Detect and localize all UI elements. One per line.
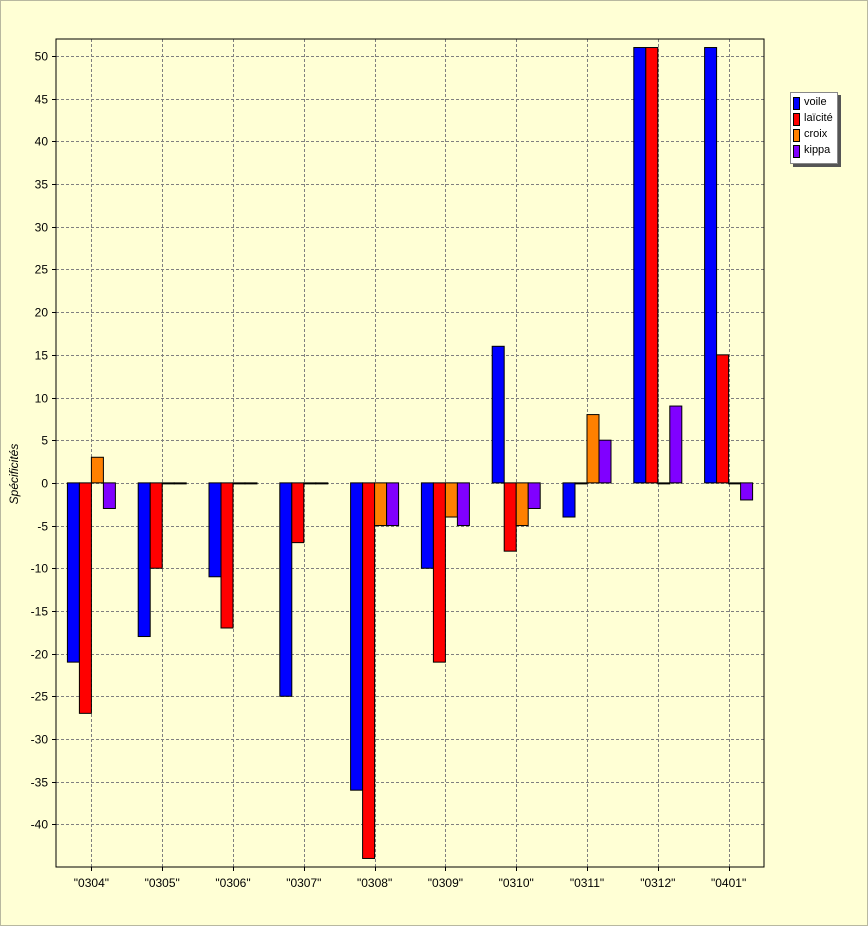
y-tick-label: -30 (31, 733, 49, 747)
bar (420, 482, 434, 569)
bar (291, 482, 305, 544)
bar (598, 439, 612, 484)
x-axis-ticks: "0304" "0305" "0306" "0307" "0308" "0309" "031… (74, 867, 746, 890)
y-axis-label: Spécificités (7, 443, 21, 505)
y-tick-label: 25 (35, 263, 49, 277)
bar (740, 482, 754, 501)
bar (574, 482, 588, 485)
bar (633, 47, 647, 484)
y-tick-label: -15 (31, 605, 49, 619)
legend: voile laïcité croix kippa (790, 92, 838, 164)
legend-swatch-kippa (793, 145, 800, 158)
legend-swatch-voile (793, 97, 800, 110)
bar (657, 482, 671, 485)
y-tick-label: -40 (31, 818, 49, 832)
bar (90, 456, 104, 484)
bar (220, 482, 234, 629)
x-tick-label: "0310" (499, 876, 534, 890)
legend-label-kippa: kippa (804, 144, 831, 156)
legend-label-voile: voile (804, 96, 827, 108)
legend-swatch-laicite (793, 113, 800, 126)
y-tick-label: -25 (31, 690, 49, 704)
bar (444, 482, 458, 518)
bar (515, 482, 529, 527)
bar (362, 482, 376, 859)
bar (527, 482, 541, 509)
bar (102, 482, 116, 509)
bar (66, 482, 80, 663)
x-tick-label: "0312" (640, 876, 675, 890)
bar (491, 345, 505, 484)
bar (208, 482, 222, 578)
bar (279, 482, 293, 697)
x-tick-label: "0304" (74, 876, 109, 890)
x-tick-label: "0308" (357, 876, 392, 890)
bar (161, 482, 175, 485)
bar (78, 482, 92, 714)
bar (303, 482, 317, 485)
plot-area (55, 38, 765, 868)
bar (374, 482, 388, 527)
y-tick-label: -20 (31, 648, 49, 662)
y-axis-ticks: 50454035302520151050-5-10-15-20-25-30-35… (31, 50, 56, 832)
y-tick-label: -5 (37, 520, 48, 534)
y-tick-label: 45 (35, 93, 49, 107)
x-tick-label: "0306" (215, 876, 250, 890)
bars (66, 47, 754, 859)
y-tick-label: 15 (35, 349, 49, 363)
bar (386, 482, 400, 527)
y-tick-label: 20 (35, 306, 49, 320)
y-tick-label: 10 (35, 392, 49, 406)
legend-swatch-croix (793, 129, 800, 142)
bar (562, 482, 576, 518)
y-tick-label: -35 (31, 776, 49, 790)
x-tick-label: "0307" (286, 876, 321, 890)
x-tick-label: "0311" (570, 876, 604, 890)
bar (315, 482, 329, 485)
bar (645, 47, 659, 484)
bar (456, 482, 470, 527)
y-tick-label: 50 (35, 50, 49, 64)
y-tick-label: -10 (31, 562, 49, 576)
bar (432, 482, 446, 663)
bar (669, 405, 683, 484)
y-tick-label: 5 (41, 434, 48, 448)
bar (173, 482, 187, 485)
y-tick-label: 30 (35, 221, 49, 235)
bar (244, 482, 258, 485)
x-tick-label: "0305" (145, 876, 180, 890)
y-tick-label: 35 (35, 178, 49, 192)
bar (137, 482, 151, 638)
bar (503, 482, 517, 552)
bar (350, 482, 364, 791)
bar (728, 482, 742, 485)
bar (716, 354, 730, 484)
legend-label-laicite: laïcité (804, 112, 833, 124)
x-tick-label: "0309" (428, 876, 463, 890)
bar (704, 47, 718, 484)
y-tick-label: 40 (35, 135, 49, 149)
y-tick-label: 0 (41, 477, 48, 491)
x-tick-label: "0401" (711, 876, 746, 890)
bar (232, 482, 246, 485)
bar (149, 482, 163, 569)
bar (586, 414, 600, 484)
legend-label-croix: croix (804, 128, 828, 140)
